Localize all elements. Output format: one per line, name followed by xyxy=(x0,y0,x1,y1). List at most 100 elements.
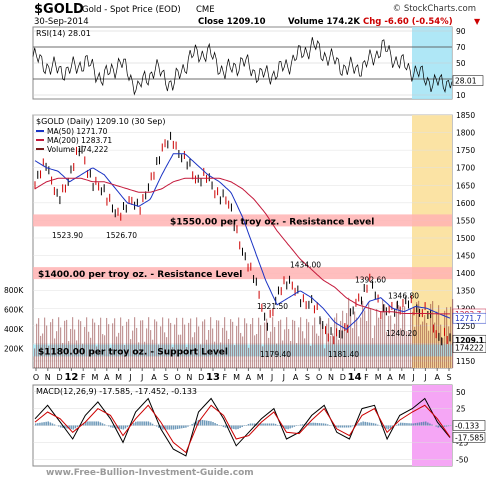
volume-bar xyxy=(84,326,86,368)
volume-bar xyxy=(444,310,446,368)
macd-histogram-bar xyxy=(66,425,68,429)
macd-histogram-bar xyxy=(137,421,139,426)
macd-histogram-bar xyxy=(210,421,212,426)
volume-bar xyxy=(34,348,36,368)
change-label: Chg -6.60 (-0.54%) xyxy=(363,17,453,27)
macd-histogram-bar xyxy=(166,425,168,430)
volume-bar xyxy=(156,321,158,368)
macd-last-box xyxy=(452,432,486,443)
volume-bar xyxy=(140,320,142,368)
macd-histogram-bar xyxy=(162,425,164,430)
macd-histogram-bar xyxy=(135,421,137,426)
volume-bar xyxy=(326,323,328,368)
volume-bar xyxy=(280,319,282,368)
volume-bar xyxy=(288,329,290,368)
price-band xyxy=(33,214,452,227)
volume-bar xyxy=(428,330,430,368)
macd-histogram-bar xyxy=(335,425,337,428)
macd-histogram-bar xyxy=(212,422,214,426)
volume-bar xyxy=(162,317,164,368)
volume-bar xyxy=(392,329,394,368)
volume-bar xyxy=(388,315,390,368)
volume-bar xyxy=(102,334,104,368)
date-label: 30-Sep-2014 xyxy=(34,17,89,27)
macd-histogram-bar xyxy=(62,425,64,428)
volume-bar xyxy=(90,337,92,368)
macd-histogram-bar xyxy=(399,422,402,426)
macd-histogram-bar xyxy=(239,425,241,429)
price-annotation: 1179.40 xyxy=(260,350,291,359)
volume-bar xyxy=(372,338,374,368)
macd-histogram-bar xyxy=(145,421,148,426)
macd-histogram-bar xyxy=(414,423,417,426)
volume-bar xyxy=(104,335,106,368)
volume-bar xyxy=(424,315,426,368)
macd-histogram-bar xyxy=(53,424,56,426)
macd-histogram-bar xyxy=(147,421,150,426)
volume-label: Volume 174.2K xyxy=(288,17,360,27)
x-tick-label: S xyxy=(446,373,451,382)
x-tick-label: S xyxy=(305,373,310,382)
macd-histogram-bar xyxy=(47,421,50,426)
volume-bar xyxy=(304,338,306,368)
volume-bar xyxy=(208,330,210,368)
macd-histogram-bar xyxy=(176,425,179,429)
last-value-box xyxy=(452,312,486,324)
macd-histogram-bar xyxy=(356,424,358,426)
macd-histogram-bar xyxy=(70,425,72,430)
macd-histogram-bar xyxy=(276,424,279,426)
volume-bar xyxy=(148,317,150,368)
volume-bar xyxy=(362,300,364,368)
volume-bar xyxy=(376,309,378,368)
volume-bar xyxy=(426,322,428,368)
macd-histogram-bar xyxy=(49,422,52,426)
x-tick-label: F xyxy=(222,373,227,382)
volume-bar xyxy=(192,337,194,368)
x-tick-label: A xyxy=(104,373,110,382)
macd-histogram-bar xyxy=(174,425,177,430)
volume-bar xyxy=(296,343,298,368)
macd-histogram-bar xyxy=(289,425,291,429)
macd-histogram-bar xyxy=(362,421,364,426)
volume-bar xyxy=(130,339,132,368)
volume-bar xyxy=(48,345,50,368)
brand-label: © StockCharts.com xyxy=(393,4,476,14)
volume-bar xyxy=(74,329,76,368)
x-tick-label: F xyxy=(364,373,369,382)
macd-histogram-bar xyxy=(118,425,120,429)
macd-histogram-bar xyxy=(291,425,294,428)
x-tick-label: D xyxy=(340,373,346,382)
macd-histogram-bar xyxy=(93,421,95,426)
macd-histogram-bar xyxy=(249,423,252,426)
x-tick-label: M xyxy=(92,373,99,382)
x-tick-label: M xyxy=(375,373,382,382)
volume-bar xyxy=(164,332,166,368)
macd-histogram-bar xyxy=(360,422,362,426)
legend-label: Volume 174,222 xyxy=(47,145,109,154)
macd-last-box xyxy=(452,420,486,431)
price-tick-label: 1450 xyxy=(456,252,475,261)
macd-histogram-bar xyxy=(208,420,210,426)
x-tick-label: A xyxy=(151,373,157,382)
volume-bar xyxy=(358,336,360,368)
volume-bar xyxy=(150,330,152,368)
macd-histogram-bar xyxy=(316,422,319,426)
volume-bar xyxy=(132,330,134,368)
volume-bar xyxy=(300,317,302,368)
macd-histogram-bar xyxy=(389,425,392,429)
volume-bar xyxy=(60,327,62,368)
price-tick-label: 1150 xyxy=(456,357,475,366)
macd-histogram-bar xyxy=(64,425,66,429)
macd-histogram-bar xyxy=(107,425,110,427)
volume-bar xyxy=(310,345,312,368)
volume-bar xyxy=(72,317,74,368)
volume-bar xyxy=(422,321,424,368)
price-tick-label: 1350 xyxy=(456,287,475,296)
macd-histogram-bar xyxy=(241,425,243,428)
volume-bar xyxy=(218,320,220,368)
band-label: $1400.00 per troy oz. - Resistance Level xyxy=(38,270,242,280)
volume-bar xyxy=(202,321,204,368)
x-tick-label: D xyxy=(57,373,63,382)
volume-bar xyxy=(100,317,102,368)
